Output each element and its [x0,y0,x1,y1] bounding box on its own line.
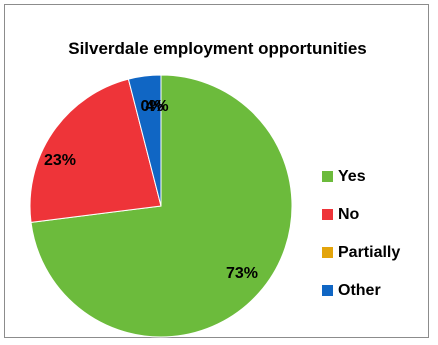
pie-plot: 73% 23% 0%4% [29,74,293,338]
chart-title: Silverdale employment opportunities [68,39,367,58]
data-label-yes: 73% [226,265,258,282]
legend-label-no: No [338,205,360,223]
legend: Yes No Partially Other [322,167,400,300]
legend-swatch-yes [322,171,333,182]
legend-swatch-no [322,209,333,220]
legend-label-other: Other [338,281,381,299]
legend-swatch-partially [322,247,333,258]
legend-item-other: Other [322,281,400,300]
legend-swatch-other [322,285,333,296]
legend-label-yes: Yes [338,167,366,185]
data-label-no: 23% [44,152,76,169]
legend-label-partially: Partially [338,243,401,261]
chart-area: Silverdale employment opportunities 73% 2… [4,4,429,338]
legend-item-yes: Yes [322,167,400,186]
legend-item-no: No [322,205,400,224]
pie-slice-no [29,78,162,223]
legend-item-partially: Partially [322,243,400,262]
pie-slice-other [127,74,162,207]
data-label-partially: 0% [140,98,163,115]
data-label-other: 4% [145,98,168,115]
